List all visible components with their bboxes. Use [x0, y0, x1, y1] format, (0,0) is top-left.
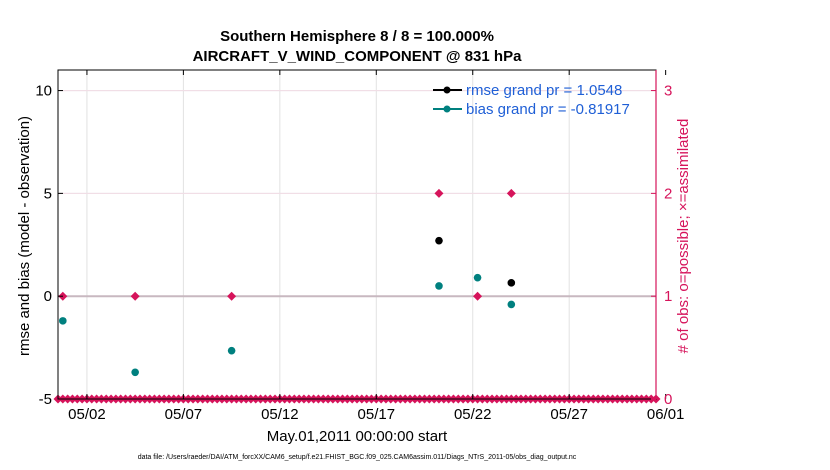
y-tick-label: 10 — [35, 83, 52, 100]
bias-point — [473, 273, 482, 282]
y2-tick-label: 3 — [664, 83, 672, 100]
obs-count-point — [227, 291, 237, 301]
obs-count-point — [506, 188, 516, 198]
y-tick-label: -5 — [39, 391, 52, 408]
legend-marker — [443, 86, 451, 94]
x-tick-label: 05/27 — [550, 406, 588, 423]
y-axis-label: rmse and bias (model - observation) — [16, 116, 33, 356]
x-axis-label: May.01,2011 00:00:00 start — [267, 428, 448, 445]
rmse-point — [507, 279, 516, 287]
legend-entry: bias grand pr = -0.81917 — [466, 101, 630, 118]
obs-count-point — [473, 291, 483, 301]
legend-entry: rmse grand pr = 1.0548 — [466, 82, 622, 99]
y2-axis-label: # of obs: o=possible; ×=assimilated — [675, 119, 692, 354]
x-tick-label: 05/07 — [165, 406, 203, 423]
x-tick-label: 06/01 — [647, 406, 685, 423]
legend-marker — [443, 105, 451, 113]
chart-subtitle: AIRCRAFT_V_WIND_COMPONENT @ 831 hPa — [193, 48, 523, 65]
x-tick-label: 05/22 — [454, 406, 492, 423]
bias-point — [507, 300, 516, 309]
axis-layer: 05/02 05/07 05/12 05/17 05/22 05/27 06/01 -5 0 5 1… — [35, 70, 684, 423]
y2-tick-label: 0 — [664, 391, 672, 408]
footer-data-file: data file: /Users/raeder/DAI/ATM_forcXX/… — [138, 454, 577, 461]
legend: rmse grand pr = 1.0548 bias grand pr = -0… — [433, 82, 630, 118]
bias-point — [131, 368, 139, 377]
y2-tick-label: 1 — [664, 288, 672, 305]
bias-point — [227, 346, 236, 355]
x-tick-label: 05/12 — [261, 406, 299, 423]
y-tick-label: 0 — [44, 288, 52, 305]
y2-tick-label: 2 — [664, 185, 672, 202]
grid-layer — [58, 70, 656, 399]
plot-frame — [57, 69, 657, 400]
obs-count-point — [434, 188, 444, 198]
bias-point — [435, 282, 443, 290]
chart-title: Southern Hemisphere 8 / 8 = 100.000% — [220, 28, 494, 45]
x-tick-label: 05/17 — [358, 406, 396, 423]
rmse-point — [435, 236, 443, 245]
bias-point — [59, 317, 67, 325]
x-tick-label: 05/02 — [68, 406, 106, 423]
y-tick-label: 5 — [44, 185, 52, 202]
obs-count-point — [130, 291, 140, 301]
